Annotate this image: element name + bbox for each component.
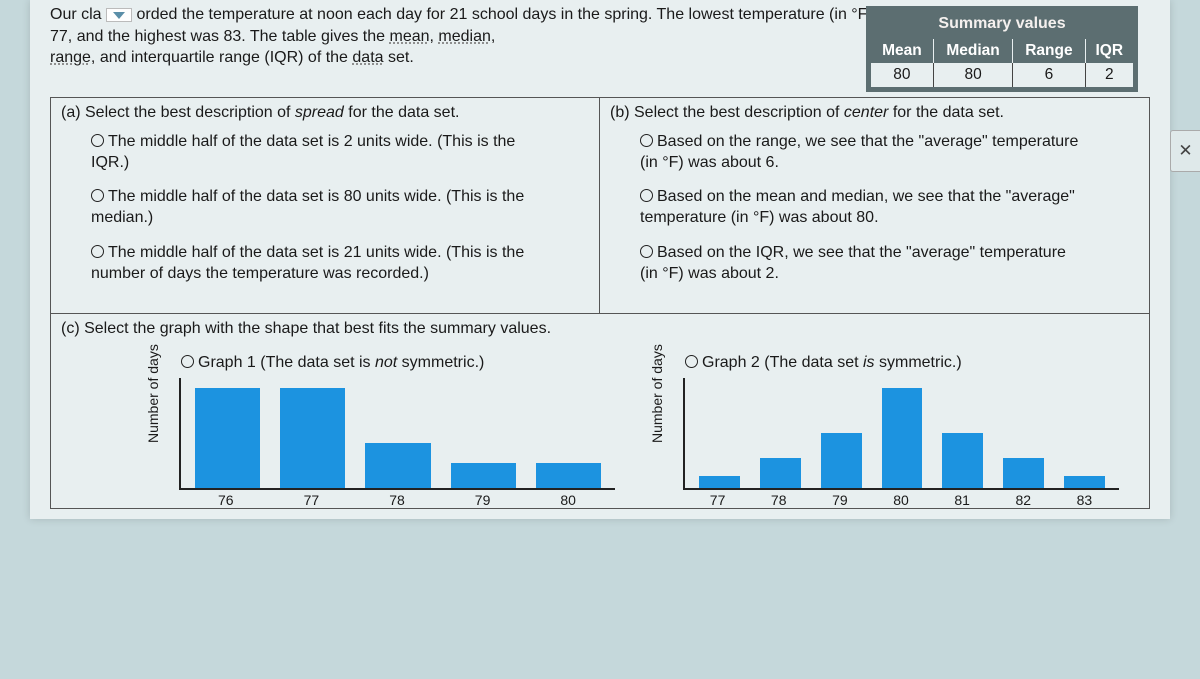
summary-header-range: Range <box>1013 39 1085 63</box>
part-b-option-3: Based on the IQR, we see that the "avera… <box>640 243 1080 285</box>
part-b-radio-1[interactable] <box>640 134 653 147</box>
graph-2-ylabel: Number of days <box>649 344 665 443</box>
part-a-option-1: The middle half of the data set is 2 uni… <box>91 132 531 174</box>
xaxis-tick: 80 <box>870 492 931 508</box>
part-a-radio-1[interactable] <box>91 134 104 147</box>
problem-statement: Our cla orded the temperature at noon ea… <box>50 0 920 79</box>
graph-2-radio[interactable] <box>685 355 698 368</box>
chart-bar <box>821 433 862 488</box>
chart-bar <box>942 433 983 488</box>
xaxis-tick: 76 <box>183 492 269 508</box>
graph-1-xaxis: 7677787980 <box>179 490 615 508</box>
part-a-option-3: The middle half of the data set is 21 un… <box>91 243 531 285</box>
chart-bar <box>1064 476 1105 488</box>
part-a-prompt: (a) Select the best description of sprea… <box>61 104 589 122</box>
part-b: (b) Select the best description of cente… <box>600 98 1149 313</box>
part-c: (c) Select the graph with the shape that… <box>51 314 1149 508</box>
graph-1-chart <box>179 378 615 490</box>
xaxis-tick: 77 <box>687 492 748 508</box>
summary-values-box: Summary values Mean Median Range IQR 80 … <box>866 6 1138 92</box>
summary-table: Mean Median Range IQR 80 80 6 2 <box>871 39 1133 87</box>
problem-text-frag: orded the temperature at noon each day f… <box>136 6 684 23</box>
term-range[interactable]: range <box>50 49 91 66</box>
problem-text-frag: Our cla <box>50 6 102 23</box>
xaxis-tick: 80 <box>525 492 611 508</box>
xaxis-tick: 83 <box>1054 492 1115 508</box>
part-b-option-1: Based on the range, we see that the "ave… <box>640 132 1080 174</box>
xaxis-tick: 77 <box>269 492 355 508</box>
part-a-radio-2[interactable] <box>91 189 104 202</box>
xaxis-tick: 79 <box>440 492 526 508</box>
summary-header-median: Median <box>933 39 1012 63</box>
xaxis-tick: 78 <box>748 492 809 508</box>
part-c-prompt: (c) Select the graph with the shape that… <box>61 320 1139 338</box>
graph-2-label: Graph 2 (The data set is symmetric.) <box>655 354 1119 372</box>
part-a-radio-3[interactable] <box>91 245 104 258</box>
part-a: (a) Select the best description of sprea… <box>51 98 600 313</box>
graph-2-col: Graph 2 (The data set is symmetric.) Num… <box>655 354 1119 508</box>
xaxis-tick: 81 <box>932 492 993 508</box>
part-a-option-2: The middle half of the data set is 80 un… <box>91 187 531 229</box>
chart-bar <box>280 388 345 488</box>
chart-bar <box>536 463 601 488</box>
summary-value-iqr: 2 <box>1085 63 1133 87</box>
chart-bar <box>451 463 516 488</box>
chart-bar <box>882 388 923 488</box>
graph-1-ylabel: Number of days <box>145 344 161 443</box>
xaxis-tick: 82 <box>993 492 1054 508</box>
chart-bar <box>760 458 801 488</box>
chart-bar <box>195 388 260 488</box>
question-container: (a) Select the best description of sprea… <box>50 97 1150 509</box>
graph-1-col: Graph 1 (The data set is not symmetric.)… <box>151 354 615 508</box>
chart-bar <box>1003 458 1044 488</box>
graph-1-label: Graph 1 (The data set is not symmetric.) <box>151 354 615 372</box>
summary-value-range: 6 <box>1013 63 1085 87</box>
close-panel-button[interactable]: ✕ <box>1170 130 1200 172</box>
xaxis-tick: 79 <box>809 492 870 508</box>
close-icon: ✕ <box>1178 141 1192 161</box>
summary-header-iqr: IQR <box>1085 39 1133 63</box>
part-b-option-2: Based on the mean and median, we see tha… <box>640 187 1080 229</box>
term-median[interactable]: median <box>438 28 490 45</box>
graph-1-radio[interactable] <box>181 355 194 368</box>
part-b-prompt: (b) Select the best description of cente… <box>610 104 1139 122</box>
term-data[interactable]: data <box>352 49 383 66</box>
summary-value-mean: 80 <box>871 63 933 87</box>
graph-2-xaxis: 77787980818283 <box>683 490 1119 508</box>
cloze-dropdown[interactable] <box>106 8 132 22</box>
summary-value-median: 80 <box>933 63 1012 87</box>
term-mean[interactable]: mean <box>390 28 430 45</box>
summary-header-mean: Mean <box>871 39 933 63</box>
summary-title: Summary values <box>871 11 1133 39</box>
xaxis-tick: 78 <box>354 492 440 508</box>
chart-bar <box>699 476 740 488</box>
part-b-radio-3[interactable] <box>640 245 653 258</box>
graph-2-chart <box>683 378 1119 490</box>
chart-bar <box>365 443 430 488</box>
part-b-radio-2[interactable] <box>640 189 653 202</box>
